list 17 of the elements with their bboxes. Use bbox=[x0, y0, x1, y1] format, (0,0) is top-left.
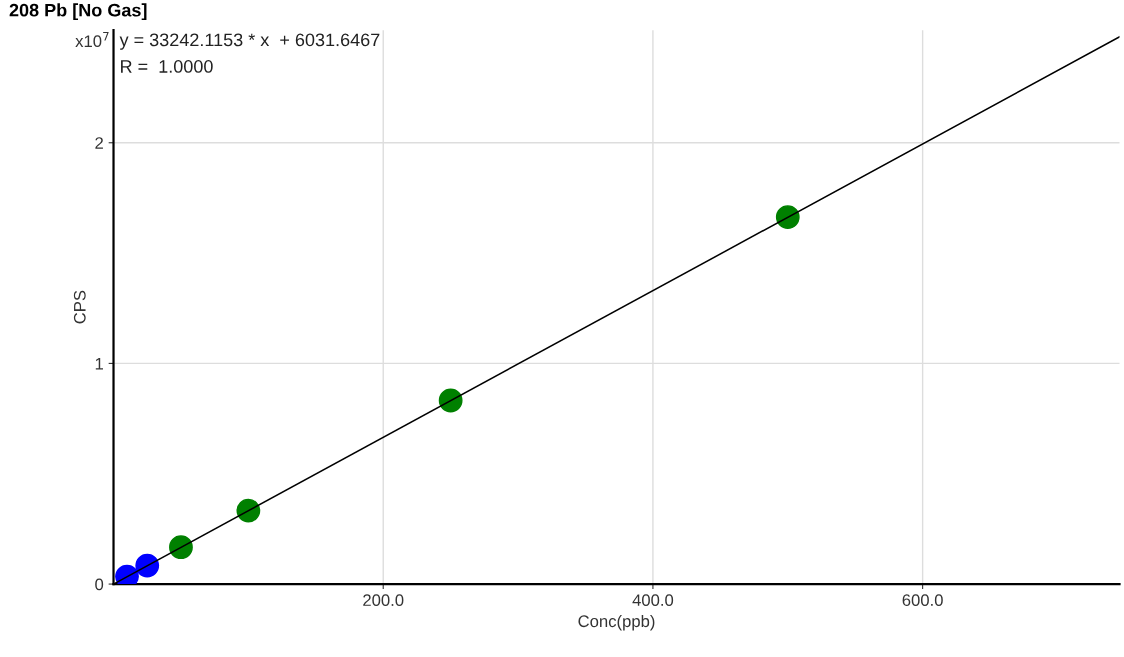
annotation: R = 1.0000 bbox=[121, 60, 213, 73]
text: x10$^{7}$ bbox=[75, 32, 109, 48]
x-tick-label: 600.0 bbox=[902, 594, 943, 607]
annotation: y = 33242.1153 * x + 6031.6467 bbox=[119, 33, 380, 50]
x-tick-label: 400.0 bbox=[632, 594, 674, 607]
point bbox=[169, 535, 193, 560]
point bbox=[775, 205, 800, 230]
y-tick-label: 2 bbox=[95, 137, 103, 149]
point bbox=[236, 498, 261, 523]
x-axis-title: Conc(ppb) bbox=[578, 614, 655, 631]
chart-title: 208 Pb [No Gas] bbox=[9, 3, 147, 21]
y-tick-label: 1 bbox=[95, 357, 103, 370]
y-tick-label: 0 bbox=[95, 578, 104, 591]
point bbox=[438, 388, 463, 413]
y-axis-title: CPS bbox=[73, 290, 86, 324]
x-tick-label: 200.0 bbox=[363, 594, 404, 607]
point bbox=[135, 553, 160, 578]
